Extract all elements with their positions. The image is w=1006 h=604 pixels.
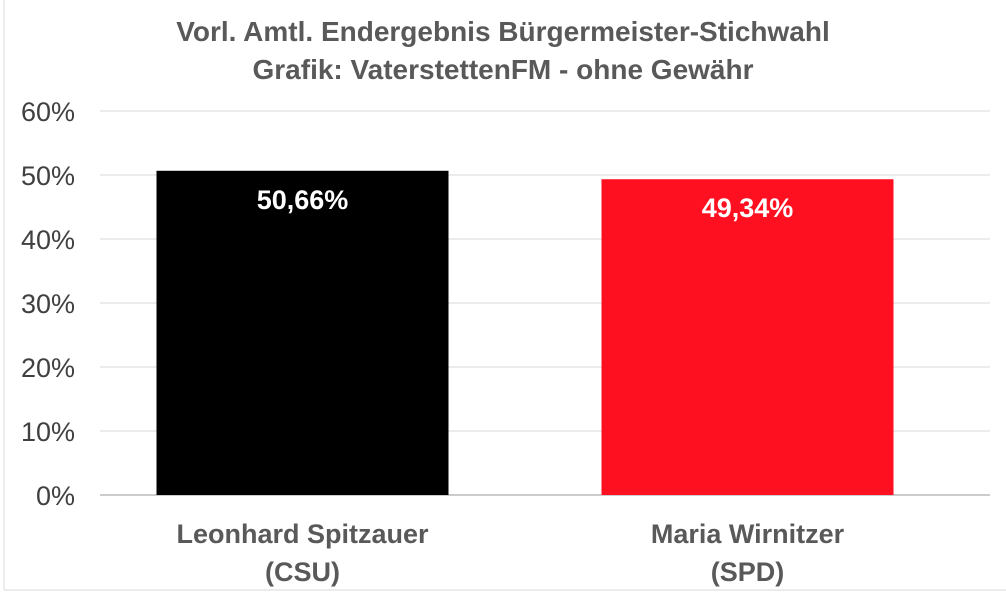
data-label: 50,66% (257, 185, 349, 215)
category-label: Leonhard Spitzauer (176, 519, 429, 549)
y-tick-label: 40% (21, 225, 75, 255)
bar (156, 170, 449, 495)
category-labels: Leonhard Spitzauer (CSU) Maria Wirnitzer (S… (176, 519, 844, 587)
y-axis-ticks: 0% 10% 20% 30% 40% 50% 60% (21, 97, 75, 511)
chart-title: Vorl. Amtl. Endergebnis Bürgermeister-St… (176, 16, 829, 47)
y-tick-label: 30% (21, 289, 75, 319)
chart-subtitle: Grafik: VaterstettenFM - ohne Gewähr (253, 54, 754, 85)
y-tick-label: 20% (21, 353, 75, 383)
category-label: (SPD) (711, 557, 785, 587)
data-labels: 50,66% 49,34% (257, 185, 794, 223)
category-label: (CSU) (265, 557, 340, 587)
y-tick-label: 50% (21, 161, 75, 191)
category-label: Maria Wirnitzer (651, 519, 845, 549)
y-tick-label: 60% (21, 97, 75, 127)
data-label: 49,34% (702, 193, 794, 223)
y-tick-label: 0% (36, 481, 75, 511)
y-tick-label: 10% (21, 417, 75, 447)
bar (601, 179, 894, 495)
bars (156, 170, 894, 495)
